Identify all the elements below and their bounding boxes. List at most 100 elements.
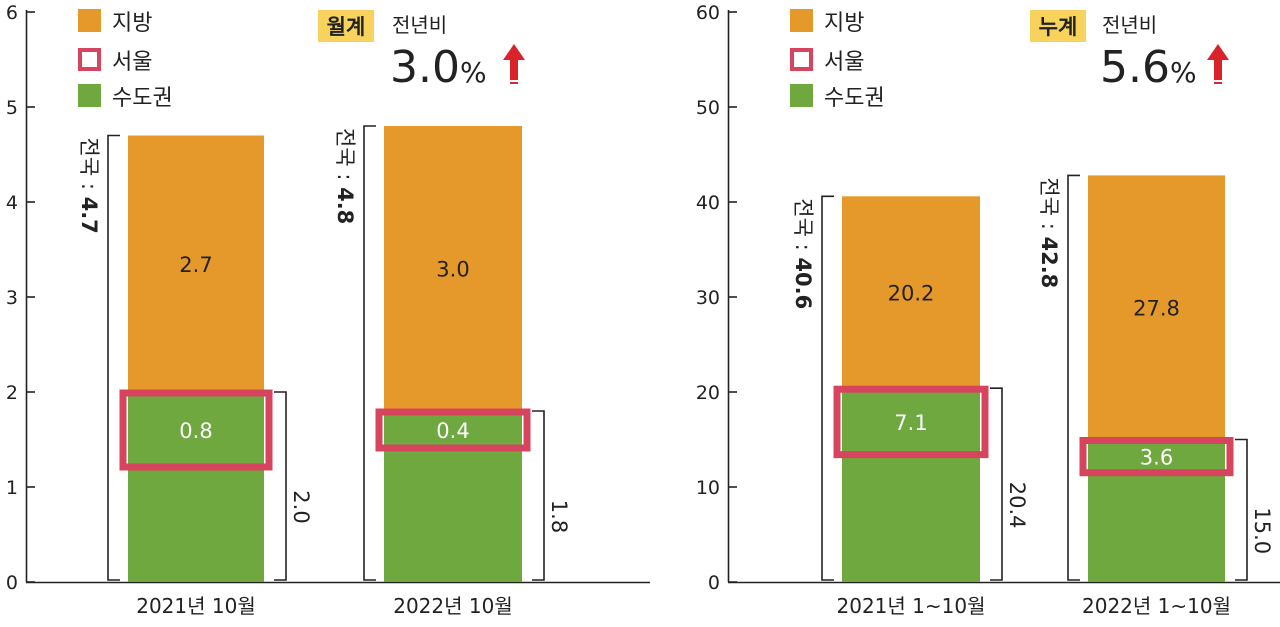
- legend-label-provinces: 지방: [824, 11, 864, 36]
- national-total-value: 40.6: [791, 257, 815, 309]
- bar-label-provinces: 3.0: [436, 258, 469, 282]
- legend-swatch-seoul: [78, 48, 101, 71]
- bar-segment-capital-area: [1088, 439, 1225, 582]
- x-category-label: 2021년 1~10월: [837, 594, 986, 618]
- y-tick-label: 0: [6, 572, 18, 594]
- national-total-prefix: 전국 :: [1037, 177, 1061, 236]
- yoy-value: 3.0%: [390, 42, 487, 93]
- bar-stack: 20.2 7.1 20.4 전국 : 40.6 2021년 1~10월: [791, 195, 1029, 618]
- national-bracket: [363, 125, 376, 581]
- bar-label-seoul: 0.8: [179, 419, 212, 443]
- bar-segment-provinces: [128, 135, 264, 392]
- up-arrow-icon: [503, 44, 525, 80]
- yoy-value: 5.6%: [1100, 42, 1197, 93]
- y-tick-label: 30: [696, 287, 720, 309]
- capital-bracket: [274, 391, 287, 581]
- national-total-value: 42.8: [1037, 236, 1061, 288]
- bar-label-provinces: 20.2: [888, 281, 935, 305]
- bar-segment-provinces: [842, 196, 980, 389]
- bar-label-seoul: 3.6: [1140, 446, 1173, 470]
- legend-swatch-capital_area: [78, 84, 101, 107]
- legend-swatch-capital_area: [790, 84, 813, 107]
- y-tick-label: 0: [708, 572, 720, 594]
- bar-segment-provinces: [1088, 175, 1225, 440]
- national-total-prefix: 전국 :: [333, 128, 357, 187]
- y-tick-label: 6: [6, 2, 18, 24]
- x-category-label: 2022년 1~10월: [1082, 594, 1231, 618]
- y-tick-label: 3: [6, 287, 18, 309]
- y-tick-label: 5: [6, 97, 18, 119]
- bar-stack: 3.0 0.4 1.8 전국 : 4.8 2022년 10월: [333, 125, 571, 618]
- bar-label-provinces: 2.7: [179, 253, 212, 277]
- up-arrow-icon: [1207, 44, 1229, 80]
- national-bracket: [1067, 174, 1080, 581]
- period-badge: [1030, 10, 1086, 42]
- bar-stack: 2.7 0.8 2.0 전국 : 4.7 2021년 10월: [77, 134, 313, 618]
- y-tick-label: 1: [6, 477, 18, 499]
- bar-label-capital-area: 1.8: [547, 500, 571, 533]
- up-arrow-underline: [510, 82, 518, 84]
- legend-label-capital_area: 수도권: [112, 86, 173, 111]
- national-total-value: 4.7: [77, 197, 101, 234]
- up-arrow-underline: [1214, 82, 1222, 84]
- bar-label-provinces: 27.8: [1133, 296, 1180, 320]
- period-badge-label: 누계: [1039, 15, 1078, 39]
- y-tick-label: 40: [696, 192, 720, 214]
- x-category-label: 2021년 10월: [136, 594, 256, 618]
- seoul-outline-box: [375, 408, 531, 452]
- x-category-label: 2022년 10월: [393, 594, 513, 618]
- national-total-label: 전국 : 42.8: [1037, 177, 1061, 288]
- capital-bracket: [532, 410, 545, 581]
- y-tick-label: 20: [696, 382, 720, 404]
- legend-label-capital_area: 수도권: [824, 86, 885, 111]
- legend-label-seoul: 서울: [824, 50, 864, 75]
- national-bracket: [107, 134, 120, 581]
- yoy-number: 3.0: [390, 42, 460, 93]
- legend-swatch-provinces: [790, 9, 813, 32]
- capital-bracket: [990, 387, 1003, 581]
- national-total-value: 4.8: [333, 187, 357, 224]
- period-badge: [318, 10, 374, 42]
- y-tick-label: 60: [696, 2, 720, 24]
- y-tick-label: 50: [696, 97, 720, 119]
- bar-label-capital-area: 15.0: [1250, 507, 1274, 554]
- national-total-label: 전국 : 4.7: [77, 138, 101, 234]
- y-tick-label: 2: [6, 382, 18, 404]
- capital-bracket: [1235, 438, 1248, 581]
- period-badge-label: 월계: [327, 15, 366, 39]
- legend-label-provinces: 지방: [112, 11, 152, 36]
- seoul-outline-box: [1079, 437, 1234, 477]
- yoy-unit: %: [1170, 56, 1197, 89]
- y-tick-label: 10: [696, 477, 720, 499]
- bar-stack: 27.8 3.6 15.0 전국 : 42.8 2022년 1~10월: [1037, 174, 1274, 618]
- national-total-label: 전국 : 4.8: [333, 128, 357, 224]
- bar-label-seoul: 7.1: [894, 411, 927, 435]
- national-bracket: [821, 195, 834, 581]
- bar-label-seoul: 0.4: [436, 419, 469, 443]
- bar-segment-capital-area: [128, 392, 264, 582]
- bar-label-capital-area: 2.0: [289, 490, 313, 523]
- y-tick-label: 4: [6, 192, 18, 214]
- seoul-outline-box: [833, 385, 989, 459]
- bar-label-capital-area: 20.4: [1005, 482, 1029, 529]
- legend-swatch-seoul: [790, 48, 813, 71]
- bar-segment-capital-area: [384, 411, 522, 582]
- national-total-prefix: 전국 :: [77, 138, 101, 197]
- seoul-outline-box: [119, 389, 273, 471]
- yoy-unit: %: [460, 56, 487, 89]
- national-total-prefix: 전국 :: [791, 198, 815, 257]
- yoy-label: 전년비: [1102, 13, 1157, 37]
- bar-segment-capital-area: [842, 388, 980, 582]
- bar-segment-provinces: [384, 126, 522, 411]
- yoy-number: 5.6: [1100, 42, 1170, 93]
- national-total-label: 전국 : 40.6: [791, 198, 815, 309]
- legend-label-seoul: 서울: [112, 50, 152, 75]
- yoy-label: 전년비: [392, 13, 447, 37]
- legend-swatch-provinces: [78, 9, 101, 32]
